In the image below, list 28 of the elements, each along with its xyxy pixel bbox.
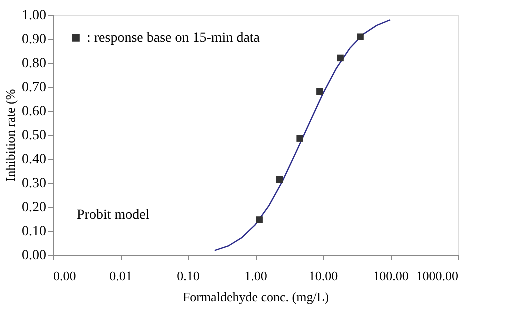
point: [357, 34, 364, 40]
point: [337, 54, 344, 62]
y-tick-label: 0.00: [22, 248, 46, 264]
y-tick-label: 0.40: [22, 152, 46, 168]
y-tick-label: 0.90: [22, 32, 46, 48]
point: [296, 135, 304, 142]
point: [256, 216, 263, 224]
legend-label: : response base on 15-min data: [87, 31, 261, 46]
y-tick-label: 0.70: [22, 80, 46, 96]
y-tick-label: 0.30: [22, 176, 46, 192]
point: [276, 176, 284, 183]
y-tick-label: 1.00: [22, 8, 46, 24]
x-tick-label: 0.01: [110, 268, 132, 284]
y-tick-label: 0.60: [22, 104, 46, 120]
x-tick-label: 1000.00: [416, 268, 458, 284]
y-tick-label: 0.50: [22, 128, 46, 144]
x-tick-label: 0.00: [54, 268, 76, 284]
point: [316, 88, 324, 96]
x-tick-label: 100.00: [373, 268, 409, 284]
y-tick-label: 0.20: [22, 200, 46, 216]
y-tick-label: 0.80: [22, 56, 46, 72]
y-axis-title: Inhibition rate (%: [3, 89, 18, 182]
y-tick-label: 0.10: [22, 224, 46, 240]
x-tick-label: 1.00: [244, 268, 268, 284]
annotation: Probit model: [77, 208, 150, 223]
x-tick-label: 10.00: [308, 268, 338, 284]
x-tick-label: 0.10: [177, 268, 200, 284]
x-axis-title: Formaldehyde conc. (mg/L): [182, 290, 330, 304]
